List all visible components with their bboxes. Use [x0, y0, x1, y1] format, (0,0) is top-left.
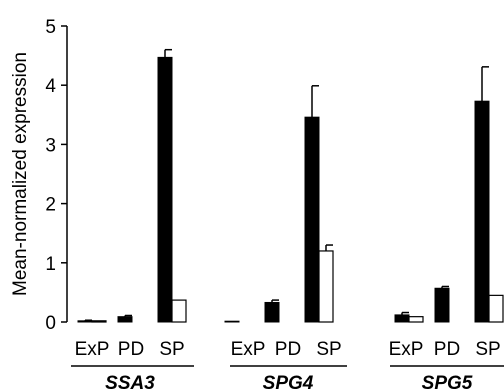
bar-open-spg4-sp: [318, 250, 334, 323]
x-category-label: SP: [159, 339, 184, 360]
bar-filled-spg4-sp: [304, 116, 320, 323]
x-category-label: PD: [118, 339, 144, 360]
y-tick-label: 0: [45, 313, 56, 334]
bar-filled-spg5-pd: [434, 287, 450, 323]
x-category-label: ExP: [75, 339, 110, 360]
y-tick-label: 2: [45, 195, 56, 216]
y-tick-label: 1: [45, 254, 56, 275]
x-category-label: ExP: [389, 339, 424, 360]
x-category-label: SP: [475, 339, 500, 360]
bar-open-ssa3-exp: [91, 320, 107, 323]
y-axis-title: Mean-normalized expression: [10, 52, 31, 296]
y-tick-label: 5: [45, 17, 56, 38]
bar-open-spg5-sp: [488, 294, 504, 323]
x-category-label: PD: [434, 339, 460, 360]
bar-filled-spg5-sp: [474, 100, 490, 323]
gene-group-label: SPG5: [422, 373, 473, 391]
bars-layer: [77, 48, 504, 323]
bar-filled-spg5-exp: [394, 314, 410, 323]
bar-filled-ssa3-sp: [157, 56, 173, 323]
bar-filled-ssa3-exp: [77, 320, 93, 323]
bar-filled-spg4-exp: [224, 320, 240, 323]
x-category-label: SP: [316, 339, 341, 360]
gene-group-label: SPG4: [263, 373, 314, 391]
x-category-label: PD: [275, 339, 301, 360]
gene-group-label: SSA3: [105, 373, 155, 391]
y-tick-label: 3: [45, 135, 56, 156]
y-axis: 0 1 2 3 4 5: [45, 17, 68, 334]
y-tick-label: 4: [45, 76, 56, 97]
bar-open-spg5-exp: [408, 316, 424, 323]
x-category-label: ExP: [231, 339, 266, 360]
bar-open-ssa3-sp: [171, 299, 187, 323]
bar-filled-ssa3-pd: [117, 316, 133, 323]
bar-filled-spg4-pd: [264, 301, 280, 323]
